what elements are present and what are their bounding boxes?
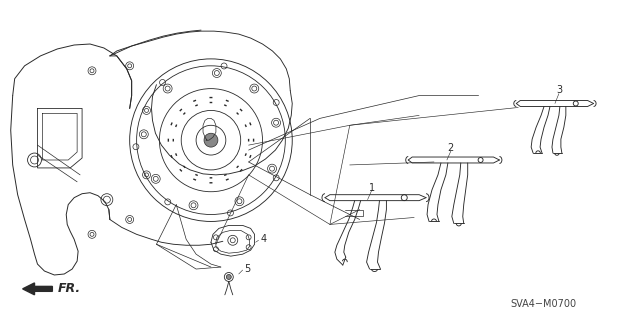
Text: FR.: FR. [58, 282, 81, 295]
Circle shape [204, 133, 218, 147]
Text: 5: 5 [244, 264, 251, 274]
Circle shape [227, 274, 231, 279]
Text: 3: 3 [556, 85, 562, 95]
Text: 1: 1 [369, 183, 374, 193]
FancyArrow shape [22, 283, 52, 295]
Text: 4: 4 [260, 234, 267, 244]
Text: SVA4−M0700: SVA4−M0700 [510, 299, 576, 309]
Text: 2: 2 [448, 143, 454, 153]
